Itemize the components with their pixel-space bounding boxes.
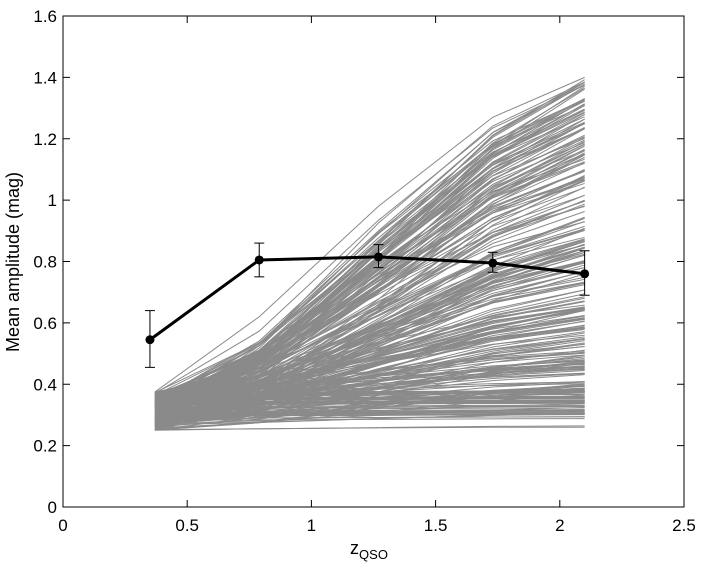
model-line-293 — [154, 105, 585, 408]
model-line-282 — [154, 409, 585, 412]
x-tick-label-0: 0 — [58, 516, 67, 535]
model-line-193 — [154, 84, 585, 394]
model-line-182 — [154, 177, 585, 398]
x-tick-label-1: 0.5 — [175, 516, 199, 535]
model-line-243 — [154, 260, 585, 411]
model-line-289 — [154, 412, 585, 415]
data-point-2 — [373, 252, 383, 262]
model-line-299 — [154, 337, 585, 411]
y-axis-label: Mean amplitude (mag) — [3, 172, 23, 352]
model-line-279 — [154, 394, 585, 429]
x-axis-label-subscript: QSO — [359, 547, 388, 562]
model-line-165 — [154, 82, 585, 413]
y-tick-label-6: 1.2 — [33, 130, 57, 149]
data-point-3 — [488, 258, 498, 268]
x-tick-label-2: 1 — [307, 516, 316, 535]
model-line-281 — [154, 281, 585, 430]
model-line-62 — [154, 199, 585, 405]
y-tick-label-4: 0.8 — [33, 253, 57, 272]
model-line-288 — [154, 309, 585, 401]
model-line-216 — [154, 211, 585, 396]
model-line-252 — [154, 308, 585, 419]
axis-ticks: 0 0.5 1 1.5 2 2.5 0 0.2 0.4 0.6 0.8 1 1.2 1.4 1.6 — [33, 7, 695, 535]
model-line-117 — [154, 229, 585, 409]
model-line-301 — [154, 309, 585, 428]
model-line-287 — [154, 391, 585, 421]
model-line-268 — [154, 81, 585, 417]
y-tick-label-1: 0.2 — [33, 437, 57, 456]
model-line-2 — [154, 425, 585, 430]
data-point-0 — [145, 335, 155, 345]
model-lines-group — [154, 76, 585, 431]
model-line-298 — [154, 116, 585, 412]
x-tick-label-4: 2 — [555, 516, 564, 535]
y-tick-label-2: 0.4 — [33, 375, 57, 394]
data-point-4 — [580, 269, 590, 279]
model-line-292 — [154, 220, 585, 406]
model-line-294 — [154, 203, 585, 424]
y-tick-label-5: 1 — [48, 191, 57, 210]
model-line-266 — [154, 338, 585, 409]
model-line-238 — [154, 338, 585, 424]
model-line-214 — [154, 416, 585, 419]
model-line-194 — [154, 306, 585, 407]
y-tick-label-0: 0 — [48, 498, 57, 517]
model-line-276 — [154, 357, 585, 418]
x-tick-label-3: 1.5 — [424, 516, 448, 535]
x-axis-label-main: z — [350, 538, 359, 558]
y-tick-label-3: 0.6 — [33, 314, 57, 333]
model-line-286 — [154, 410, 585, 413]
y-tick-label-8: 1.6 — [33, 7, 57, 26]
model-line-184 — [154, 176, 585, 402]
model-line-291 — [154, 381, 585, 396]
model-line-300 — [154, 99, 585, 425]
x-axis-label: zQSO — [350, 538, 388, 562]
model-line-269 — [154, 365, 585, 393]
data-point-1 — [254, 255, 264, 265]
model-line-277 — [154, 273, 585, 422]
x-tick-label-5: 2.5 — [672, 516, 696, 535]
y-tick-label-7: 1.4 — [33, 68, 57, 87]
model-line-230 — [154, 187, 585, 403]
model-line-1 — [154, 76, 585, 393]
mean-amplitude-series — [144, 242, 590, 368]
model-line-270 — [154, 399, 585, 403]
model-line-297 — [154, 392, 585, 395]
model-line-257 — [154, 153, 585, 400]
model-line-275 — [154, 374, 585, 412]
model-line-290 — [154, 267, 585, 420]
